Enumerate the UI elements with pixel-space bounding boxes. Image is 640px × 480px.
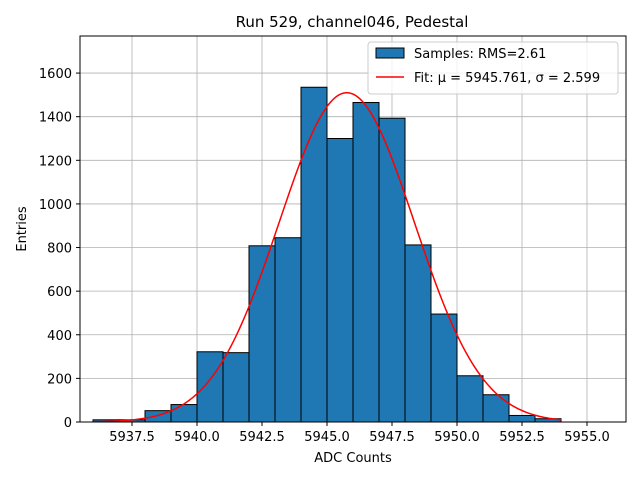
plot-frame xyxy=(79,35,627,423)
y-tick-label: 0 xyxy=(64,416,72,431)
y-tick-label: 600 xyxy=(47,285,72,300)
x-axis-ticks: 5937.5 5940.0 5942.5 5945.0 5947.5 5950.0 5952… xyxy=(109,422,610,445)
y-tick-label: 1600 xyxy=(39,67,72,82)
fit-curve xyxy=(92,91,562,423)
histogram-bar xyxy=(456,375,484,423)
legend-label-samples: Samples: RMS=2.61 xyxy=(414,47,546,62)
x-axis-label: ADC Counts xyxy=(314,451,392,466)
histogram-bar xyxy=(482,394,510,423)
histogram-bars xyxy=(92,86,562,423)
legend-box xyxy=(367,41,619,95)
histogram-bar xyxy=(352,102,380,423)
y-tick-label: 1200 xyxy=(39,154,72,169)
y-axis-label: Entries xyxy=(15,206,30,252)
y-tick-label: 1400 xyxy=(39,111,72,126)
y-tick-label: 1000 xyxy=(39,198,72,213)
x-tick-label: 5950.0 xyxy=(434,430,480,445)
histogram-bar xyxy=(274,237,302,423)
legend-label-fit: Fit: μ = 5945.761, σ = 2.599 xyxy=(414,71,600,86)
x-tick-label: 5952.5 xyxy=(499,430,545,445)
histogram-bar xyxy=(196,351,224,423)
x-tick-label: 5940.0 xyxy=(174,430,220,445)
x-tick-label: 5942.5 xyxy=(239,430,285,445)
histogram-bar xyxy=(404,244,432,423)
histogram-bar xyxy=(378,117,406,423)
x-tick-label: 5945.0 xyxy=(304,430,350,445)
histogram-bar xyxy=(508,414,536,423)
legend: Samples: RMS=2.61 Fit: μ = 5945.761, σ =… xyxy=(367,41,619,95)
x-tick-label: 5955.0 xyxy=(564,430,610,445)
x-tick-label: 5937.5 xyxy=(109,430,155,445)
y-tick-label: 400 xyxy=(47,329,72,344)
chart-title: Run 529, channel046, Pedestal xyxy=(236,13,469,31)
y-tick-label: 200 xyxy=(47,372,72,387)
histogram-bar xyxy=(222,352,250,423)
histogram-bar xyxy=(300,86,328,423)
histogram-bar xyxy=(170,404,198,423)
y-axis-ticks: 0 200 400 600 800 1000 1200 1400 1600 xyxy=(39,67,80,431)
histogram-bar xyxy=(326,137,354,423)
legend-swatch-samples xyxy=(375,47,405,59)
x-tick-label: 5947.5 xyxy=(369,430,415,445)
histogram-bar xyxy=(430,313,458,423)
y-tick-label: 800 xyxy=(47,242,72,257)
